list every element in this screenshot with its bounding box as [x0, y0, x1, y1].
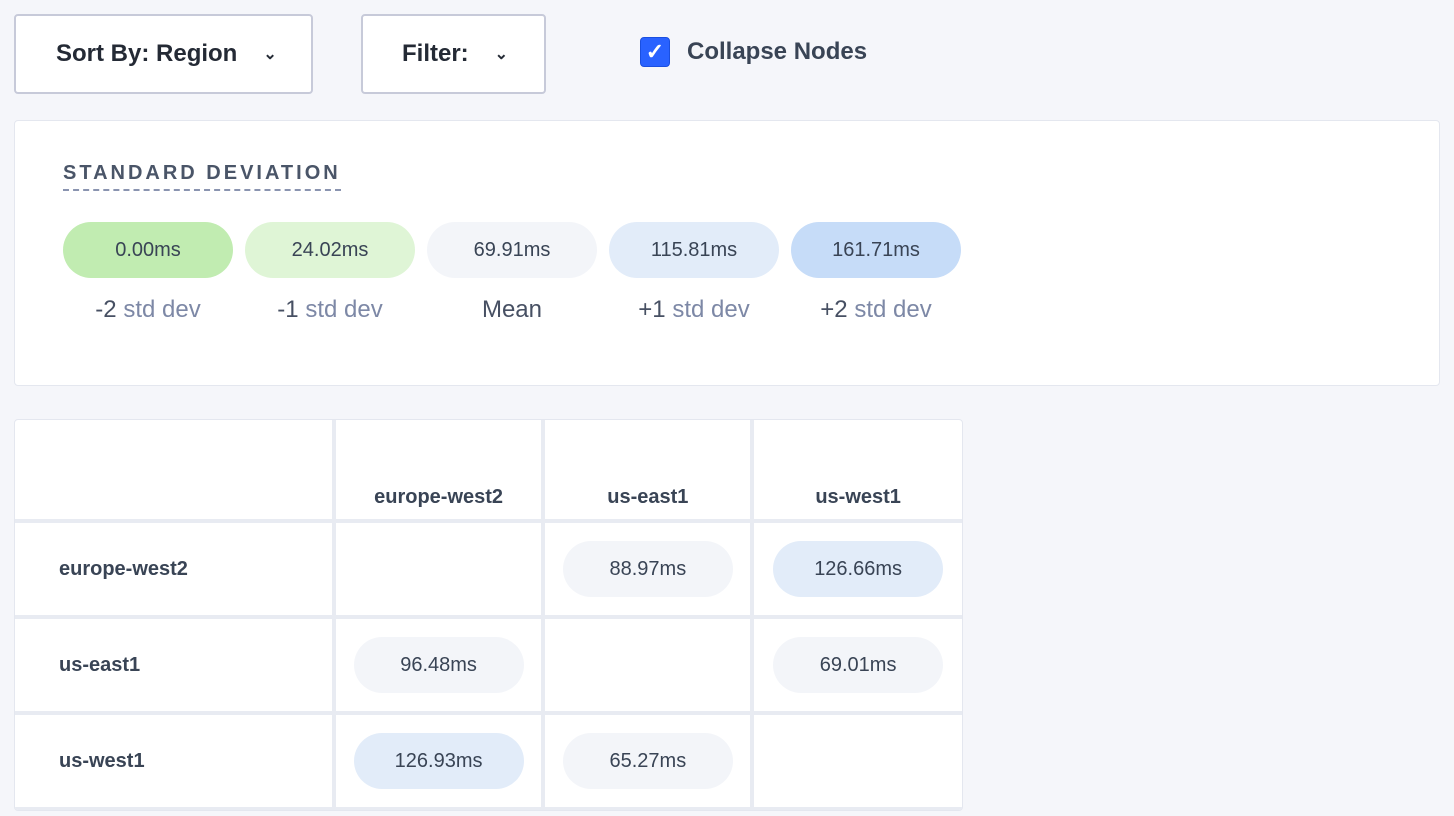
legend-item: 0.00ms -2 std dev [63, 222, 233, 324]
column-header: us-west1 [750, 420, 962, 523]
latency-cell: 96.48ms [331, 615, 546, 715]
latency-matrix: europe-west2 us-east1 us-west1 europe-west2… [14, 419, 963, 811]
standard-deviation-legend: STANDARD DEVIATION 0.00ms -2 std dev 24.0… [14, 120, 1440, 386]
checkmark-icon: ✓ [645, 39, 665, 64]
legend-label: -2 std dev [63, 296, 233, 324]
collapse-nodes-checkbox[interactable]: ✓ [640, 37, 670, 67]
legend-label: +2 std dev [791, 296, 961, 324]
latency-cell: 126.93ms [331, 711, 546, 810]
legend-item: 115.81ms +1 std dev [609, 222, 779, 324]
legend-item: 161.71ms +2 std dev [791, 222, 961, 324]
latency-cell: 69.01ms [750, 615, 962, 715]
filter-label: Filter: [402, 40, 469, 67]
legend-item: 69.91ms Mean [427, 222, 597, 324]
empty-cell [541, 615, 755, 715]
table-row: us-east1 96.48ms 69.01ms [15, 615, 962, 715]
empty-cell [331, 519, 546, 619]
collapse-nodes-toggle[interactable]: ✓ Collapse Nodes [640, 37, 867, 67]
collapse-nodes-label: Collapse Nodes [687, 38, 868, 65]
latency-pill: 69.01ms [773, 637, 944, 693]
latency-cell: 88.97ms [541, 519, 755, 619]
latency-cell: 126.66ms [750, 519, 962, 619]
legend-item: 24.02ms -1 std dev [245, 222, 415, 324]
legend-label-prefix: +2 [820, 296, 848, 323]
legend-title: STANDARD DEVIATION [63, 162, 341, 191]
latency-pill: 65.27ms [562, 733, 733, 789]
row-header: us-east1 [15, 615, 336, 715]
legend-value-pill: 115.81ms [609, 222, 779, 278]
legend-label-prefix: -1 [277, 296, 299, 323]
column-header: us-east1 [541, 420, 755, 523]
latency-pill: 96.48ms [353, 637, 524, 693]
header-row: europe-west2 us-east1 us-west1 [15, 420, 962, 523]
table-row: europe-west2 88.97ms 126.66ms [15, 519, 962, 619]
sort-by-dropdown[interactable]: Sort By: Region ⌄ [14, 14, 313, 94]
chevron-down-icon: ⌄ [494, 46, 509, 63]
column-header: europe-west2 [331, 420, 546, 523]
legend-label: +1 std dev [609, 296, 779, 324]
row-header: europe-west2 [15, 519, 336, 619]
latency-cell: 65.27ms [541, 711, 755, 810]
legend-label-suffix: std dev [123, 296, 201, 323]
latency-pill: 126.66ms [773, 541, 944, 597]
legend-label-suffix: std dev [672, 296, 750, 323]
legend-value-pill: 69.91ms [427, 222, 597, 278]
chevron-down-icon: ⌄ [263, 46, 277, 63]
corner-cell [15, 420, 336, 523]
legend-label: -1 std dev [245, 296, 415, 324]
row-header: us-west1 [15, 711, 336, 810]
sort-by-label: Sort By: Region [56, 40, 238, 67]
legend-value-pill: 0.00ms [63, 222, 233, 278]
filter-dropdown[interactable]: Filter: ⌄ [361, 14, 546, 94]
latency-pill: 88.97ms [562, 541, 733, 597]
legend-label-prefix: -2 [95, 296, 117, 323]
table-row: us-west1 126.93ms 65.27ms [15, 711, 962, 810]
legend-label-prefix: Mean [481, 296, 543, 323]
legend-value-pill: 161.71ms [791, 222, 961, 278]
legend-label-suffix: std dev [854, 296, 932, 323]
empty-cell [750, 711, 962, 810]
legend-label: Mean [427, 296, 597, 324]
legend-label-suffix: std dev [305, 296, 383, 323]
latency-table: europe-west2 us-east1 us-west1 europe-west2… [15, 420, 962, 810]
latency-pill: 126.93ms [353, 733, 524, 789]
legend-label-prefix: +1 [638, 296, 666, 323]
legend-value-pill: 24.02ms [245, 222, 415, 278]
